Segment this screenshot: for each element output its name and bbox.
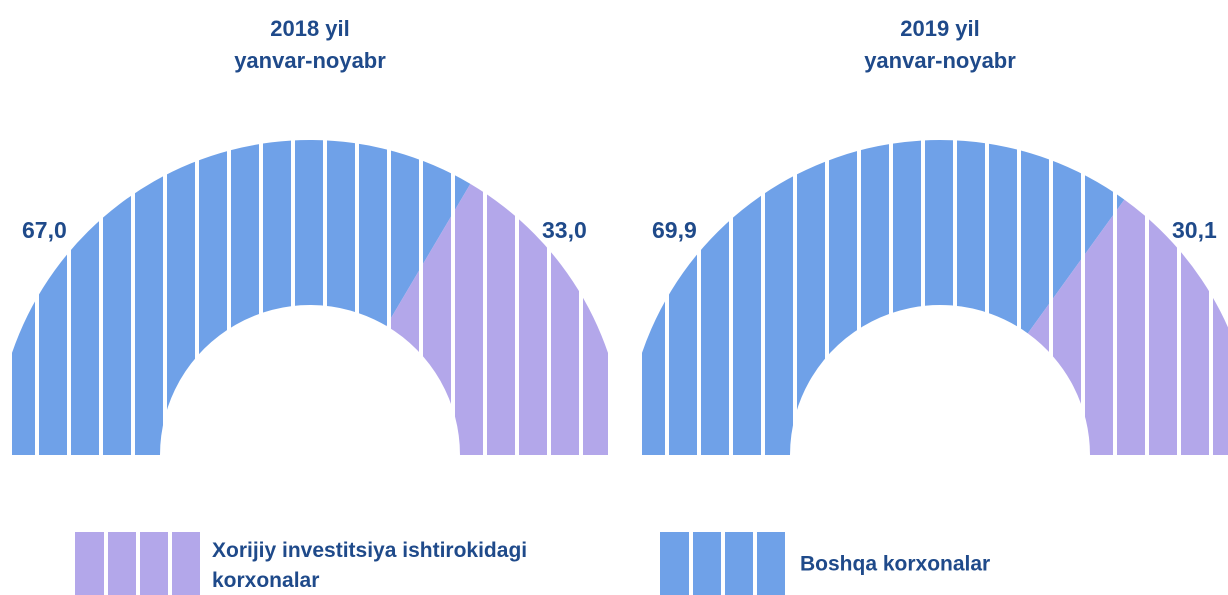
stripe (259, 100, 263, 456)
stripe (67, 100, 71, 456)
chart-subtitle: yanvar-noyabr (864, 48, 1016, 73)
stripe (483, 100, 487, 456)
value-label: 69,9 (652, 217, 697, 243)
segment (386, 183, 608, 455)
stripe (1113, 100, 1117, 456)
swatch-stripes (104, 532, 757, 595)
stripe (451, 100, 455, 456)
stripe (163, 100, 167, 456)
stripe (793, 100, 797, 456)
chart-title: 2018 yil (270, 16, 350, 41)
stripe (1145, 100, 1149, 456)
stripe (697, 100, 701, 456)
stripe (729, 100, 733, 456)
stripe (761, 100, 765, 456)
stripe (99, 100, 103, 456)
value-label: 30,1 (1172, 217, 1217, 243)
stripe (953, 100, 957, 456)
stripe (323, 100, 327, 456)
stripe (131, 100, 135, 456)
chart-title: 2019 yil (900, 16, 980, 41)
stripe (195, 100, 199, 456)
legend-line: Xorijiy investitsiya ishtirokidagi (212, 539, 527, 562)
stripe (611, 100, 615, 460)
stripe (665, 100, 669, 456)
stripe (825, 100, 829, 456)
stripe (579, 100, 583, 456)
legend-label: Xorijiy investitsiya ishtirokidagi korxon… (212, 539, 527, 592)
half-donut (642, 100, 1228, 456)
value-label: 67,0 (22, 217, 67, 243)
stripe (1017, 100, 1021, 456)
stripe (921, 100, 925, 456)
legend-line: korxonalar (212, 569, 319, 592)
value-label: 33,0 (542, 217, 587, 243)
stripe (419, 100, 423, 456)
stripe (1209, 100, 1213, 456)
half-donut (12, 100, 615, 460)
stripe (1177, 100, 1181, 456)
stripe (227, 100, 231, 456)
stripe (515, 100, 519, 456)
stripe (35, 100, 39, 456)
stripe (291, 100, 295, 456)
stripe (889, 100, 893, 456)
stripe (387, 100, 391, 456)
legend-label: Boshqa korxonalar (800, 553, 990, 576)
stripe (1049, 100, 1053, 456)
chart-subtitle: yanvar-noyabr (234, 48, 386, 73)
stripe (1081, 100, 1085, 456)
stripe (355, 100, 359, 456)
stripe (547, 100, 551, 456)
charts: 2018 yil yanvar-noyabr 67,0 33,0 2019 yil yan… (12, 16, 1228, 460)
stripe (857, 100, 861, 456)
stripe (985, 100, 989, 456)
